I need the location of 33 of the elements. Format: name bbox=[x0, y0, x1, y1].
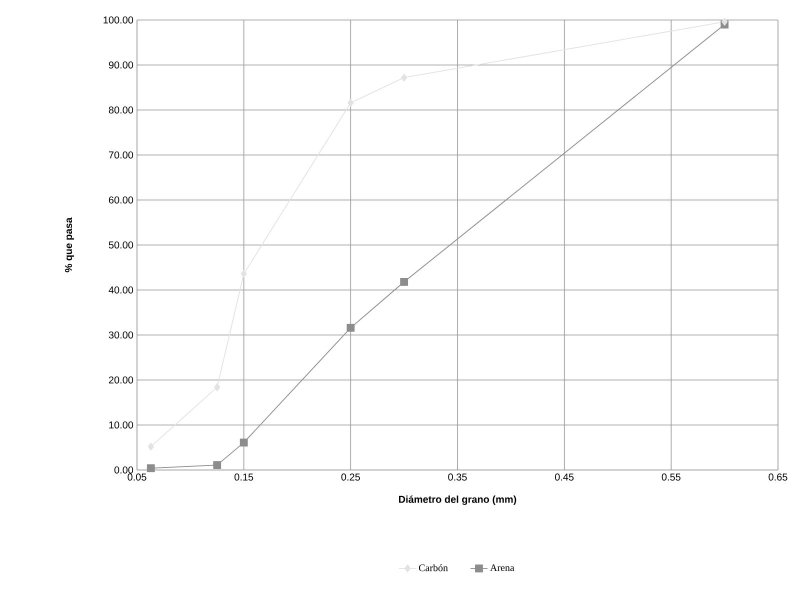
point bbox=[348, 98, 354, 107]
y-tick-label: 80.00 bbox=[108, 106, 134, 114]
y-axis-title: % que pasa bbox=[64, 217, 74, 272]
point bbox=[214, 383, 220, 392]
y-tick-label: 10.00 bbox=[109, 421, 134, 429]
point bbox=[240, 438, 248, 446]
x-tick-label: 0.25 bbox=[341, 474, 360, 481]
legend-label: Carbón bbox=[418, 564, 448, 572]
y-tick-label: 0.00 bbox=[114, 466, 134, 474]
point bbox=[722, 18, 728, 26]
y-tick-label: 90.00 bbox=[108, 61, 134, 69]
point bbox=[401, 74, 408, 82]
point bbox=[148, 442, 154, 451]
x-axis-title: Diámetro del grano (mm) bbox=[399, 495, 516, 505]
y-tick-label: 70.00 bbox=[108, 151, 134, 159]
x-tick-label: 0.15 bbox=[234, 474, 254, 481]
x-tick-label: 0.35 bbox=[448, 474, 467, 481]
legend-label: Arena bbox=[490, 564, 514, 572]
y-tick-label: 20.00 bbox=[108, 376, 134, 384]
x-tick-label: 0.65 bbox=[768, 474, 788, 481]
y-tick-label: 50.00 bbox=[108, 241, 134, 249]
x-tick-label: 0.05 bbox=[128, 474, 146, 481]
point bbox=[146, 464, 155, 472]
point bbox=[346, 324, 355, 332]
point bbox=[240, 270, 247, 278]
y-tick-label: 100.00 bbox=[104, 16, 134, 24]
y-tick-label: 40.00 bbox=[108, 286, 134, 294]
x-tick-label: 0.45 bbox=[554, 474, 574, 481]
y-tick-label: 60.00 bbox=[108, 196, 134, 204]
y-tick-label: 30.00 bbox=[108, 331, 134, 339]
x-tick-label: 0.55 bbox=[662, 474, 680, 481]
point bbox=[400, 278, 408, 286]
point bbox=[213, 461, 222, 469]
